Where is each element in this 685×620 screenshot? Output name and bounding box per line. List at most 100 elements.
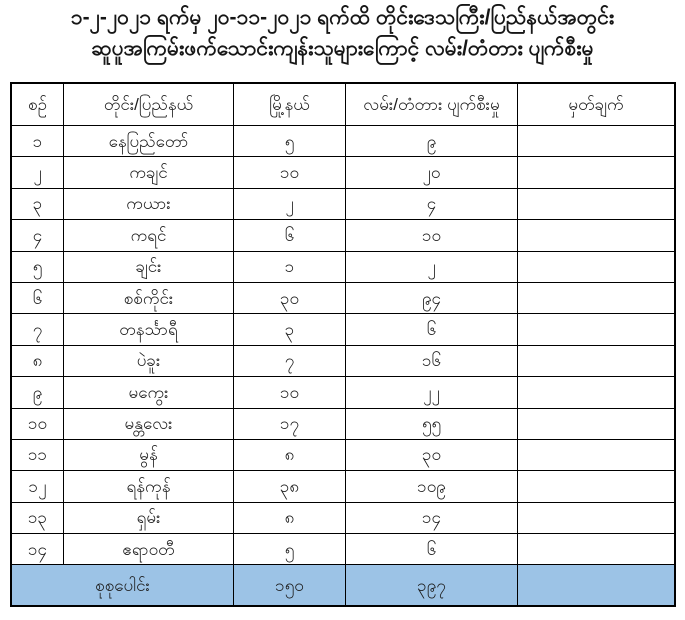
table-row: ၅ချင်း၁၂ [12,251,674,283]
cell-region: မွန် [64,439,234,471]
table-row: ၁၀ မန္တလေး ၁၇ ၅၅ [12,408,674,440]
table-row: ၁၄ ဧရာဝတီ၅၆ [12,534,674,566]
cell-township-count: ၈ [234,439,346,471]
total-row: စုစုပေါင်း ၁၅၀ ၃၉၇ [12,565,674,606]
cell-no: ၁၂ [12,471,64,502]
cell-no: ၉ [12,377,64,408]
page-title-line2: ဆူပူအကြမ်းဖက်သောင်းကျန်းသူများကြောင့် လမ… [91,37,594,60]
cell-remark [518,157,674,187]
cell-damage-count: ၁၀ [346,220,518,251]
cell-township-count: ၅ [234,534,346,565]
cell-no: ၁၃ [12,502,64,534]
cell-region: ပဲခူး [64,345,234,377]
cell-damage-count: ၁၀၉ [346,471,518,502]
cell-remark [518,471,674,501]
cell-no: ၆ [12,282,64,314]
cell-region: မကွေး [64,377,234,408]
cell-township-count: ၁ [234,251,346,282]
table-body: ၁နေပြည်တော်၅၉၂ကချင် ၁၀ ၂၀၃ကယား၂၄၄ကရင်၆၁၀၅ခ… [12,126,674,566]
cell-damage-count: ၆ [346,314,518,345]
cell-township-count: ၁၀ [234,157,346,188]
cell-region: ကချင် [64,157,234,188]
page-title: ၁-၂-၂၀၂၁ ရက်မှ ၂၀-၁၁-၂၀၂၁ ရက်ထိ တိုင်းဒေ… [0,2,685,64]
cell-no: ၃ [12,188,64,220]
table-row: ၃ကယား၂၄ [12,188,674,221]
damage-table: စဉ် တိုင်း/ပြည်နယ် မြို့နယ် လမ်း/တံတား ပ… [10,82,676,608]
cell-region: နေပြည်တော် [64,126,234,157]
table-row: ၁နေပြည်တော်၅၉ [12,126,674,158]
cell-remark [518,346,674,376]
cell-remark [518,534,674,564]
cell-remark [518,189,674,219]
cell-damage-count: ၉ [346,126,518,157]
cell-damage-count: ၅၅ [346,408,518,439]
cell-damage-count: ၂၂ [346,377,518,408]
cell-damage-count: ၃၀ [346,439,518,471]
cell-township-count: ၂ [234,188,346,220]
cell-no: ၂ [12,157,64,188]
cell-no: ၄ [12,220,64,251]
total-remark [518,565,674,606]
cell-region: ဧရာဝတီ [64,534,234,565]
column-header-damage: လမ်း/တံတား ပျက်စီးမှု [346,84,518,125]
table-row: ၁၁ မွန်၈၃၀ [12,439,674,472]
cell-damage-count: ၆ [346,534,518,565]
column-header-remark: မှတ်ချက် [568,94,624,114]
cell-damage-count: ၂ [346,251,518,282]
column-header-region: တိုင်း/ပြည်နယ် [64,84,234,125]
cell-no: ၁၄ [12,534,64,565]
cell-township-count: ၅ [234,126,346,157]
table-row: ၈ပဲခူး၇၁၆ [12,345,674,378]
cell-township-count: ၁၇ [234,408,346,439]
cell-region: မန္တလေး [64,408,234,439]
cell-remark [518,409,674,439]
cell-township-count: ၆ [234,220,346,251]
cell-no: ၈ [12,345,64,377]
cell-township-count: ၇ [234,345,346,377]
cell-remark [518,377,674,407]
cell-remark [518,220,674,250]
cell-damage-count: ၉၄ [346,282,518,314]
page-title-line1: ၁-၂-၂၀၂၁ ရက်မှ ၂၀-၁၁-၂၀၂၁ ရက်ထိ တိုင်းဒေ… [70,6,615,29]
table-header-row: စဉ် တိုင်း/ပြည်နယ် မြို့နယ် လမ်း/တံတား ပ… [12,84,674,126]
total-damage-count: ၃၉၇ [346,565,518,606]
table-row: ၉မကွေး ၁၀ ၂၂ [12,377,674,409]
cell-region: စစ်ကိုင်း [64,282,234,314]
cell-township-count: ၁၀ [234,377,346,408]
cell-no: ၁၁ [12,439,64,471]
table-row: ၄ကရင်၆၁၀ [12,220,674,252]
cell-remark [518,252,674,282]
cell-region: တနင်္သာရီ [64,314,234,345]
cell-no: ၁၀ [12,408,64,439]
cell-region: ရန်ကုန် [64,471,234,502]
table-row: ၇တနင်္သာရီ၃၆ [12,314,674,346]
cell-remark [518,126,674,156]
cell-region: ချင်း [64,251,234,282]
cell-region: ကရင် [64,220,234,251]
cell-damage-count: ၂၀ [346,157,518,188]
table-row: ၁၃ ရှမ်း၈၁၄ [12,502,674,535]
cell-remark [518,314,674,344]
column-header-township: မြို့နယ် [234,84,346,125]
cell-township-count: ၃၈ [234,471,346,502]
column-header-no: စဉ် [12,84,64,125]
cell-township-count: ၈ [234,502,346,534]
cell-no: ၇ [12,314,64,345]
table-row: ၂ကချင် ၁၀ ၂၀ [12,157,674,189]
cell-region: ရှမ်း [64,502,234,534]
total-label: စုစုပေါင်း [12,565,234,606]
cell-damage-count: ၁၄ [346,502,518,534]
table-row: ၁၂ ရန်ကုန် ၃၈ ၁၀၉ [12,471,674,503]
cell-region: ကယား [64,188,234,220]
table-row: ၆စစ်ကိုင်း ၃၀ ၉၄ [12,282,674,315]
cell-township-count: ၃ [234,314,346,345]
cell-remark [518,503,674,533]
cell-damage-count: ၁၆ [346,345,518,377]
cell-remark [518,283,674,313]
cell-no: ၅ [12,251,64,282]
cell-damage-count: ၄ [346,188,518,220]
total-township-count: ၁၅၀ [234,565,346,606]
cell-remark [518,440,674,470]
cell-no: ၁ [12,126,64,157]
